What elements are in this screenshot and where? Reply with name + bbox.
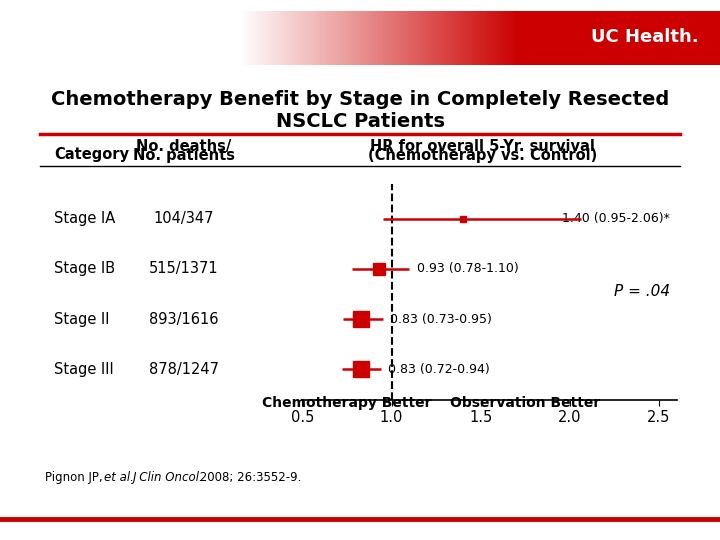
Text: 893/1616: 893/1616 (149, 312, 218, 327)
Text: 0.83 (0.73-0.95): 0.83 (0.73-0.95) (390, 313, 492, 326)
Text: 0.83 (0.72-0.94): 0.83 (0.72-0.94) (388, 363, 490, 376)
Text: UC Health.: UC Health. (591, 28, 698, 46)
Text: 515/1371: 515/1371 (149, 261, 218, 276)
Text: Stage IA: Stage IA (54, 211, 115, 226)
Text: 1.40 (0.95-2.06)*: 1.40 (0.95-2.06)* (562, 212, 670, 225)
Text: Chemotherapy Benefit by Stage in Completely Resected: Chemotherapy Benefit by Stage in Complet… (51, 90, 669, 110)
Text: P = .04: P = .04 (613, 284, 670, 299)
Text: No. patients: No. patients (132, 148, 235, 163)
Text: Stage IB: Stage IB (54, 261, 115, 276)
Text: et al.: et al. (104, 471, 134, 484)
Text: Observation Better: Observation Better (450, 396, 600, 409)
Text: 104/347: 104/347 (153, 211, 214, 226)
Text: (Chemotherapy vs. Control): (Chemotherapy vs. Control) (368, 148, 597, 163)
Text: No. deaths/: No. deaths/ (136, 139, 231, 154)
Text: Chemotherapy Better: Chemotherapy Better (262, 396, 432, 409)
Text: 878/1247: 878/1247 (148, 362, 219, 377)
Bar (518, 11, 720, 65)
Text: NSCLC Patients: NSCLC Patients (276, 112, 444, 131)
Text: Stage II: Stage II (54, 312, 109, 327)
Text: 0.93 (0.78-1.10): 0.93 (0.78-1.10) (416, 262, 518, 275)
Text: J Clin Oncol.: J Clin Oncol. (133, 471, 204, 484)
Text: 2008; 26:3552-9.: 2008; 26:3552-9. (196, 471, 301, 484)
Text: Stage III: Stage III (54, 362, 114, 377)
Text: HR for overall 5-Yr. survival: HR for overall 5-Yr. survival (370, 139, 595, 154)
Text: Category: Category (54, 147, 129, 162)
Text: Pignon JP,: Pignon JP, (45, 471, 106, 484)
